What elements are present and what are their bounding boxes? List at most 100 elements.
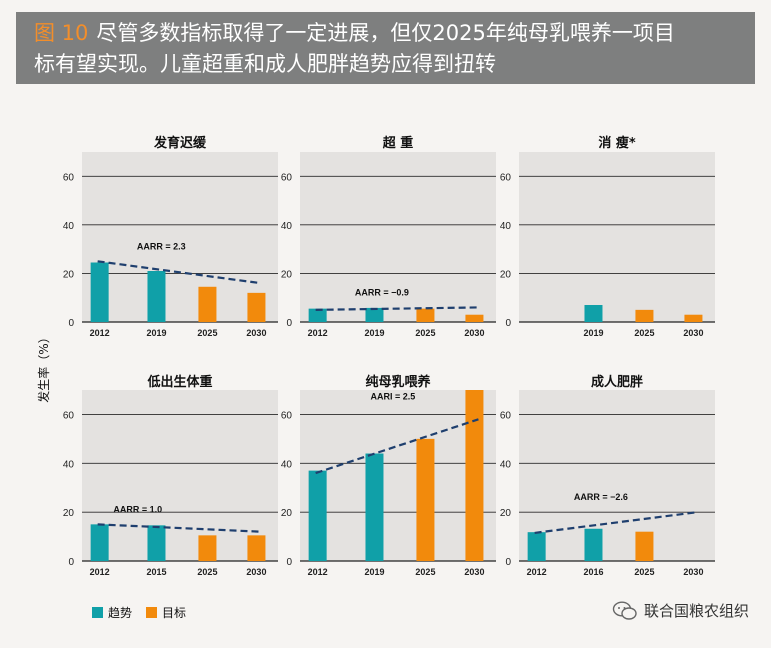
x-tick-label: 2012 — [527, 567, 547, 577]
bar-trend — [90, 524, 109, 561]
y-tick-label: 60 — [281, 410, 293, 421]
x-tick-label: 2019 — [583, 328, 603, 338]
y-tick-label: 20 — [500, 508, 512, 519]
chart-panel-5: 纯母乳喂养 0 20 40 60 2012 2019 2025 2030 AARI = 2.5 — [281, 374, 496, 577]
x-tick-label: 2025 — [197, 328, 217, 338]
figure-title-line-1: 图 10 尽管多数指标取得了一定进展，但仅2025年纯母乳喂养一项目 — [34, 18, 675, 48]
x-tick-label: 2030 — [464, 567, 484, 577]
bar-target — [635, 309, 654, 322]
bar-trend — [147, 271, 166, 322]
legend-swatch-target — [146, 607, 157, 618]
y-tick-label: 0 — [286, 557, 292, 568]
figure-number: 图 10 — [34, 21, 89, 45]
bar-target — [635, 531, 654, 561]
x-tick-label: 2030 — [464, 328, 484, 338]
x-tick-label: 2016 — [583, 567, 603, 577]
panel-title: 超 重 — [383, 135, 414, 151]
panel-background — [519, 390, 715, 561]
panel-title: 低出生体重 — [146, 374, 212, 390]
bar-target — [465, 314, 484, 322]
bar-target — [416, 308, 435, 322]
x-tick-label: 2030 — [246, 567, 266, 577]
watermark: 联合国粮农组织 — [612, 600, 749, 621]
bar-trend — [527, 532, 546, 561]
x-tick-label: 2012 — [90, 567, 110, 577]
x-tick-label: 2025 — [634, 567, 654, 577]
bar-trend — [365, 453, 384, 561]
y-tick-label: 20 — [281, 269, 293, 280]
bar-target — [684, 314, 703, 322]
panel-title: 纯母乳喂养 — [365, 374, 431, 390]
trend-line — [97, 523, 261, 533]
y-tick-label: 40 — [500, 221, 512, 232]
x-tick-label: 2030 — [683, 567, 703, 577]
y-tick-label: 0 — [68, 318, 74, 329]
y-tick-label: 60 — [500, 172, 512, 183]
y-tick-label: 60 — [500, 410, 512, 421]
panel-background — [519, 152, 715, 322]
panel-background — [300, 390, 496, 561]
x-tick-label: 2025 — [415, 567, 435, 577]
trend-line — [315, 418, 479, 475]
x-tick-label: 2012 — [308, 328, 328, 338]
y-tick-label: 40 — [63, 221, 75, 232]
y-tick-label: 40 — [500, 459, 512, 470]
legend-item-target: 目标 — [146, 604, 186, 621]
figure-header: 图 10 尽管多数指标取得了一定进展，但仅2025年纯母乳喂养一项目 标有望实现。… — [16, 12, 755, 84]
bar-trend — [365, 307, 384, 322]
y-tick-label: 20 — [63, 508, 75, 519]
panel-background — [82, 152, 278, 322]
panel-title: 消 瘦* — [598, 135, 636, 151]
y-tick-label: 20 — [63, 269, 75, 280]
y-tick-label: 40 — [63, 459, 75, 470]
x-tick-label: 2012 — [308, 567, 328, 577]
chart-panel-4: 低出生体重 0 20 40 60 2012 2015 2025 2030 AARR = 1.0 — [63, 374, 278, 577]
annotation-label: AARR = −0.9 — [355, 287, 409, 297]
bar-target — [198, 286, 217, 322]
x-tick-label: 2025 — [415, 328, 435, 338]
chart-panel-3: 消 瘦* 0 20 40 60 2019 2025 2030 — [500, 135, 715, 338]
bar-target — [198, 535, 217, 561]
legend-label-trend: 趋势 — [108, 606, 133, 620]
y-tick-label: 40 — [281, 221, 293, 232]
figure-title-line-2: 标有望实现。儿童超重和成人肥胖趋势应得到扭转 — [34, 52, 496, 76]
x-tick-label: 2019 — [364, 567, 384, 577]
chart-panel-2: 超 重 0 20 40 60 2012 2019 2025 2030 AARR = −0.9 — [281, 135, 496, 338]
y-tick-label: 20 — [500, 269, 512, 280]
chart-panel-6: 成人肥胖 0 20 40 60 2012 2016 2025 2030 AARR = −2.6 — [500, 374, 715, 577]
x-tick-label: 2019 — [146, 328, 166, 338]
annotation-label: AARR = 1.0 — [113, 504, 162, 514]
legend-label-target: 目标 — [162, 606, 187, 620]
title-text-1: 尽管多数指标取得了一定进展，但仅2025年纯母乳喂养一项目 — [96, 21, 675, 45]
y-tick-label: 0 — [505, 557, 511, 568]
y-tick-label: 60 — [63, 410, 75, 421]
legend-swatch-trend — [92, 607, 103, 618]
y-tick-label: 20 — [281, 508, 293, 519]
trend-line — [315, 306, 479, 311]
annotation-label: AARI = 2.5 — [371, 391, 416, 401]
legend-item-trend: 趋势 — [92, 604, 132, 621]
panel-title: 发育迟缓 — [153, 135, 207, 151]
bar-trend — [90, 262, 109, 322]
bar-trend — [584, 305, 603, 322]
trend-line — [97, 260, 261, 285]
bar-target — [247, 292, 266, 322]
panel-background — [82, 390, 278, 561]
x-tick-label: 2025 — [634, 328, 654, 338]
y-tick-label: 40 — [281, 459, 293, 470]
panel-title: 成人肥胖 — [591, 374, 643, 390]
panel-background — [300, 152, 496, 322]
y-tick-label: 0 — [68, 557, 74, 568]
y-tick-label: 0 — [505, 318, 511, 329]
annotation-label: AARR = −2.6 — [574, 492, 628, 502]
bar-trend — [584, 528, 603, 561]
x-tick-label: 2025 — [197, 567, 217, 577]
bar-target — [247, 535, 266, 561]
y-axis-label: 发生率（%） — [36, 331, 51, 402]
bar-target — [416, 438, 435, 561]
bar-trend — [308, 470, 327, 561]
y-tick-label: 0 — [286, 318, 292, 329]
watermark-text: 联合国粮农组织 — [643, 602, 749, 620]
wechat-icon — [612, 600, 637, 620]
